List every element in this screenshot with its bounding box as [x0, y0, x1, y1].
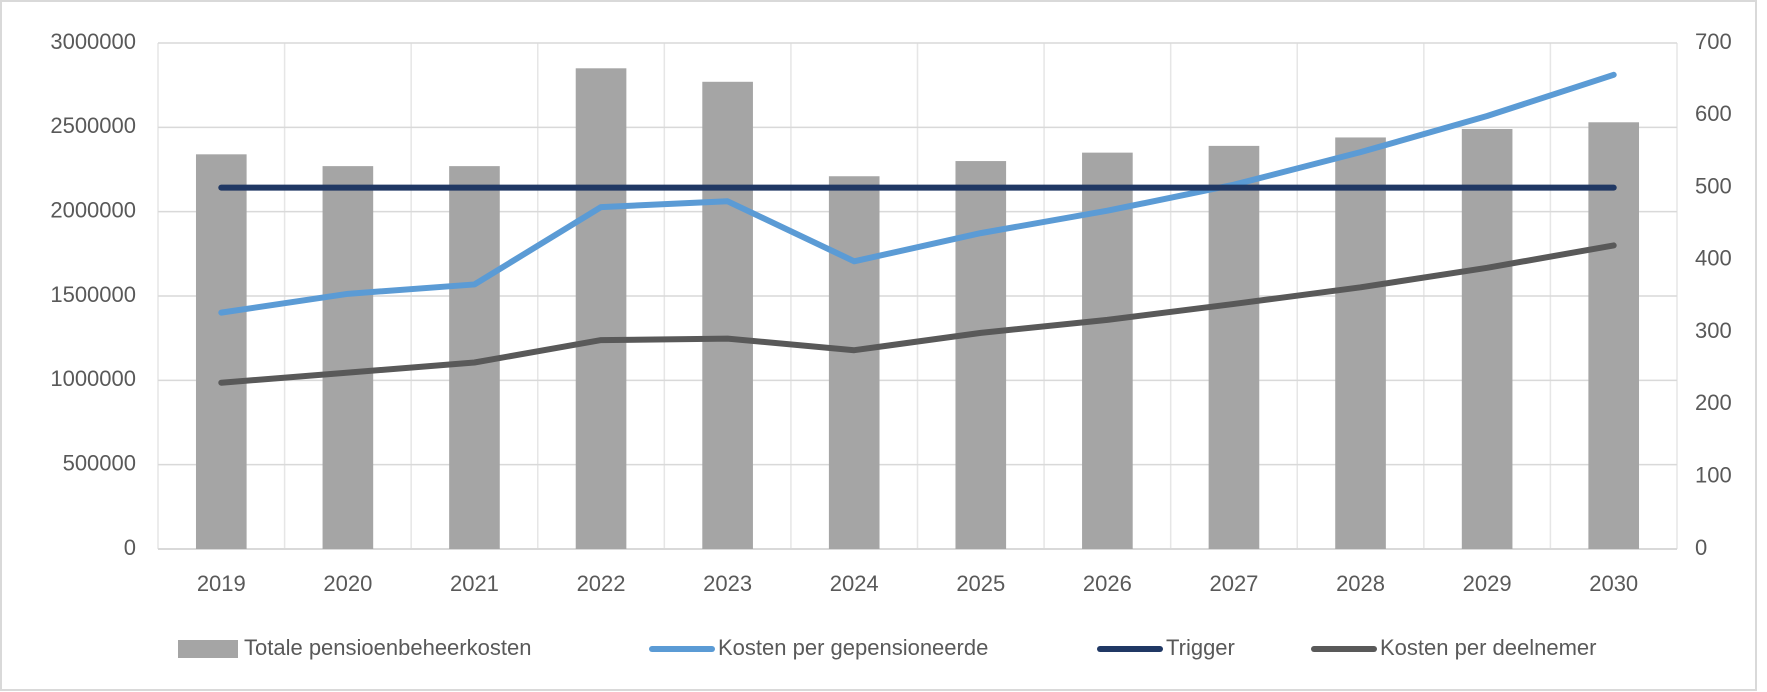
bar	[1588, 122, 1640, 550]
x-tick-label: 2022	[577, 571, 626, 596]
y-tick-label: 500000	[63, 450, 136, 475]
x-tick-label: 2024	[830, 571, 879, 596]
y-tick-label: 0	[124, 535, 136, 560]
x-tick-label: 2025	[956, 571, 1005, 596]
bar	[1208, 145, 1260, 550]
y-tick-label: 2000000	[50, 197, 136, 222]
y2-tick-label: 100	[1695, 463, 1732, 488]
bar	[1082, 152, 1133, 549]
bar	[828, 176, 880, 549]
bar	[702, 81, 753, 549]
bar	[575, 68, 627, 550]
line	[218, 242, 1617, 386]
legend-label: Trigger	[1166, 635, 1235, 660]
x-tick-label: 2027	[1209, 571, 1258, 596]
y-tick-label: 3000000	[50, 29, 136, 54]
bar	[1335, 137, 1386, 549]
y2-tick-label: 400	[1695, 246, 1732, 271]
y2-tick-label: 600	[1695, 101, 1732, 126]
bar	[322, 166, 374, 550]
y2-tick-label: 0	[1695, 535, 1707, 560]
x-tick-label: 2020	[323, 571, 372, 596]
x-tick-label: 2029	[1463, 571, 1512, 596]
bar	[955, 161, 1007, 550]
x-tick-label: 2026	[1083, 571, 1132, 596]
y2-tick-label: 200	[1695, 390, 1732, 415]
x-tick-label: 2023	[703, 571, 752, 596]
y-tick-label: 2500000	[50, 113, 136, 138]
y2-tick-label: 700	[1695, 29, 1732, 54]
bar	[195, 154, 247, 549]
x-tick-label: 2028	[1336, 571, 1385, 596]
legend-label: Kosten per gepensioneerde	[718, 635, 988, 660]
y2-tick-label: 500	[1695, 173, 1732, 198]
legend-swatch	[178, 640, 238, 658]
legend-label: Kosten per deelnemer	[1380, 635, 1596, 660]
y2-tick-label: 300	[1695, 318, 1732, 343]
y-tick-label: 1500000	[50, 282, 136, 307]
x-tick-label: 2021	[450, 571, 499, 596]
legend-label: Totale pensioenbeheerkosten	[244, 635, 531, 660]
x-tick-label: 2019	[197, 571, 246, 596]
y-tick-label: 1000000	[50, 366, 136, 391]
x-tick-label: 2030	[1589, 571, 1638, 596]
line	[218, 71, 1617, 316]
bar	[1461, 129, 1513, 549]
